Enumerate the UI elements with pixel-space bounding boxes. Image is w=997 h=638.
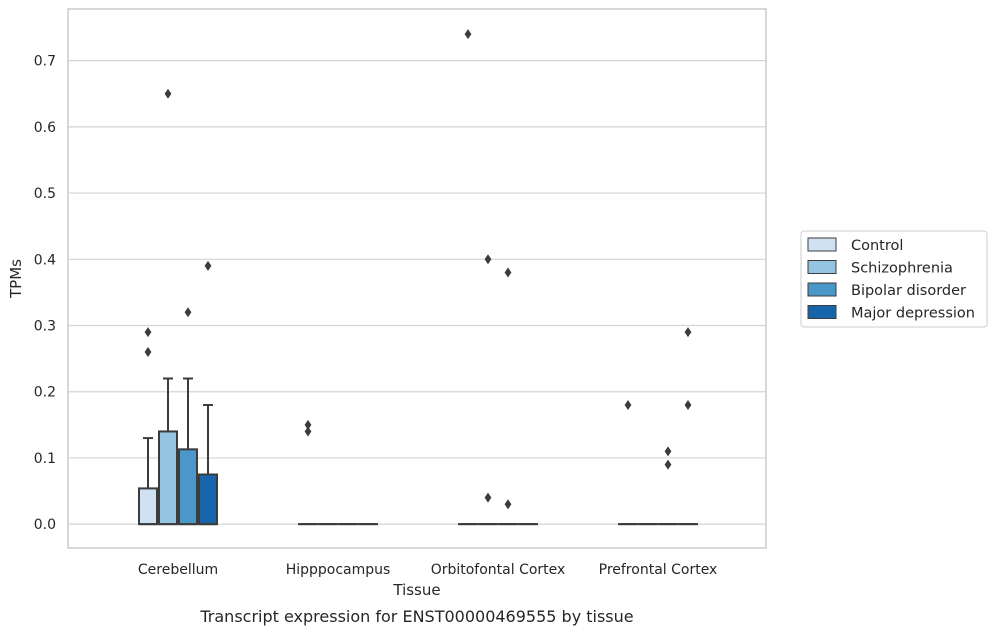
x-tick-label: Prefrontal Cortex: [599, 562, 718, 578]
outlier-point: [304, 426, 312, 437]
legend-frame: [800, 230, 988, 328]
legend-label: Control: [851, 238, 903, 254]
legend-swatch: [807, 282, 837, 297]
outlier-layer: [144, 29, 692, 510]
outlier-point: [684, 399, 692, 410]
outlier-point: [484, 254, 492, 265]
outlier-point: [504, 499, 512, 510]
outlier-point: [304, 419, 312, 430]
y-tick-label: 0.0: [34, 517, 56, 533]
outlier-point: [144, 347, 152, 357]
x-tick-label: Orbitofontal Cortex: [431, 562, 566, 578]
y-axis-title: TPMs: [7, 259, 25, 299]
tick-labels: 0.0 0.1 0.2 0.3 0.4 0.5 0.6 0.7 Cerebellum Hipppo…: [34, 54, 718, 578]
chart-caption: Transcript expression for ENST0000046955…: [199, 607, 633, 626]
x-axis-title: Tissue: [392, 581, 440, 599]
legend: Control Schizophrenia Bipolar disorder Majo…: [800, 230, 988, 328]
legend-swatch: [807, 260, 837, 274]
legend-swatch: [807, 237, 837, 252]
outlier-point: [484, 492, 492, 503]
outlier-point: [664, 446, 672, 457]
outlier-point: [684, 327, 692, 338]
box: [178, 448, 198, 526]
x-tick-label: Hipppocampus: [286, 562, 391, 578]
y-tick-label: 0.4: [34, 252, 56, 268]
y-tick-label: 0.3: [34, 319, 56, 335]
box: [138, 487, 158, 526]
y-tick-label: 0.1: [34, 451, 56, 467]
legend-label: Schizophrenia: [851, 261, 953, 277]
box-layer: [138, 377, 698, 526]
box: [198, 473, 218, 526]
plot-frame: [67, 8, 767, 549]
legend-label: Major depression: [851, 306, 975, 322]
outlier-point: [144, 327, 152, 338]
outlier-point: [664, 459, 672, 470]
y-tick-label: 0.7: [34, 54, 56, 70]
outlier-point: [204, 260, 212, 271]
legend-label: Bipolar disorder: [851, 283, 966, 299]
outlier-point: [624, 399, 632, 410]
x-tick-label: Cerebellum: [138, 562, 218, 578]
outlier-point: [184, 307, 192, 318]
legend-swatch: [807, 305, 837, 319]
box: [158, 430, 178, 526]
outlier-point: [464, 29, 472, 40]
y-tick-label: 0.2: [34, 385, 56, 401]
outlier-point: [164, 88, 172, 99]
y-tick-label: 0.6: [34, 120, 56, 136]
y-tick-label: 0.5: [34, 186, 56, 202]
outlier-point: [504, 267, 512, 278]
